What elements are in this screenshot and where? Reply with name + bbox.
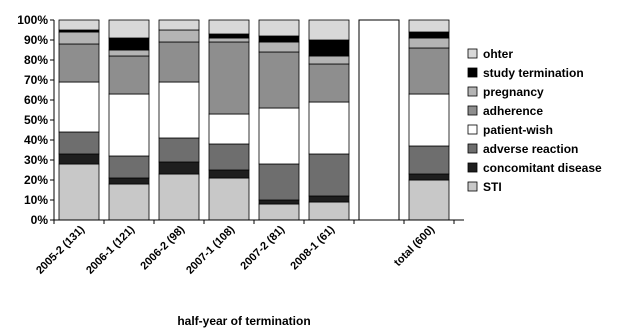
bar-segment-adverse-reaction (308, 153, 350, 197)
empty-bar-slot (358, 19, 400, 221)
x-category-label: 2007-1 (108) (184, 223, 237, 276)
legend-label: STI (483, 180, 502, 194)
legend-swatch (467, 105, 478, 116)
bar-segment-concomitant-disease (158, 161, 200, 175)
bar-segment-pregnancy (58, 31, 100, 45)
bar-segment-pregnancy (408, 37, 450, 49)
bar-segment-adherence (58, 43, 100, 83)
bar-segment-study-termination (308, 39, 350, 57)
y-tick-label: 100% (17, 13, 48, 27)
y-tick-label: 50% (24, 113, 48, 127)
legend-swatch (467, 48, 478, 59)
plot-area (58, 19, 450, 221)
bar-segment-study-termination (408, 31, 450, 39)
bar-segment-patient-wish (258, 107, 300, 165)
bar-segment-ohter (158, 19, 200, 31)
bar-segment-concomitant-disease (258, 199, 300, 205)
y-tick-label: 30% (24, 153, 48, 167)
bar-segment-pregnancy (258, 41, 300, 53)
bar-segment-ohter (408, 19, 450, 33)
bar-segment-sti (408, 179, 450, 221)
bar-segment-sti (308, 201, 350, 221)
bar-segment-adverse-reaction (258, 163, 300, 201)
y-tick-label: 70% (24, 73, 48, 87)
bar-segment-adherence (408, 47, 450, 95)
bar-segment-ohter (308, 19, 350, 41)
x-category-label: 2006-1 (121) (84, 223, 137, 276)
y-tick-label: 90% (24, 33, 48, 47)
bar-segment-study-termination (258, 35, 300, 43)
bar-segment-concomitant-disease (208, 169, 250, 179)
bar-segment-sti (258, 203, 300, 221)
bar-segment-pregnancy (108, 49, 150, 57)
x-category-label: total (600) (392, 223, 437, 268)
bar-segment-ohter (108, 19, 150, 39)
x-category-label: 2008-1 (61) (288, 223, 337, 272)
y-tick-label: 40% (24, 133, 48, 147)
legend-swatch (467, 67, 478, 78)
bar-segment-pregnancy (208, 37, 250, 43)
y-tick-label: 80% (24, 53, 48, 67)
x-category-label: 2005-2 (131) (34, 223, 87, 276)
y-tick-label: 0% (31, 213, 49, 227)
legend-swatch (467, 143, 478, 154)
bar-segment-sti (158, 173, 200, 221)
legend: ohter study termination pregnancy adherence… (467, 47, 602, 194)
bar-segment-patient-wish (308, 101, 350, 155)
bar-segment-adverse-reaction (58, 131, 100, 155)
bar-segment-concomitant-disease (308, 195, 350, 203)
legend-swatch (467, 124, 478, 135)
bar-segment-patient-wish (158, 81, 200, 139)
x-category-label: 2007-2 (81) (238, 223, 287, 272)
legend-label: patient-wish (483, 123, 553, 137)
bar-segment-pregnancy (308, 55, 350, 65)
bar-segment-adherence (108, 55, 150, 95)
bar-segment-patient-wish (58, 81, 100, 133)
bar-segment-adherence (208, 41, 250, 115)
y-tick-label: 10% (24, 193, 48, 207)
bar-segment-ohter (258, 19, 300, 37)
bar-segment-ohter (208, 19, 250, 35)
bar-segment-adherence (158, 41, 200, 83)
legend-label: concomitant disease (483, 161, 602, 175)
legend-label: study termination (483, 66, 584, 80)
y-tick-label: 60% (24, 93, 48, 107)
bar-segment-sti (208, 177, 250, 221)
bar-segment-study-termination (108, 37, 150, 51)
y-tick-label: 20% (24, 173, 48, 187)
bar-segment-adherence (308, 63, 350, 103)
bar-segment-pregnancy (158, 29, 200, 43)
legend-label: ohter (483, 47, 513, 61)
bar-segment-adverse-reaction (408, 145, 450, 175)
y-axis: 0% 10% 20% 30% 40% 50% 60% 70% 80% 90% 100% (17, 13, 55, 227)
x-axis-label: half-year of termination (177, 314, 310, 328)
bar-segment-patient-wish (208, 113, 250, 145)
bar-segment-adverse-reaction (208, 143, 250, 171)
legend-label: adverse reaction (483, 142, 578, 156)
bar-segment-adverse-reaction (158, 137, 200, 163)
bar-segment-concomitant-disease (58, 153, 100, 165)
bar-segment-study-termination (208, 33, 250, 39)
bar-segment-sti (108, 183, 150, 221)
legend-swatch (467, 162, 478, 173)
x-category-label: 2006-2 (98) (138, 223, 187, 272)
bar-segment-ohter (58, 19, 100, 31)
legend-swatch (467, 86, 478, 97)
x-axis: 2005-2 (131)2006-1 (121) 2006-2 (98)2007-… (34, 219, 464, 277)
legend-label: pregnancy (483, 85, 544, 99)
bar-segment-sti (58, 163, 100, 221)
legend-label: adherence (483, 104, 543, 118)
bar-segment-concomitant-disease (408, 173, 450, 181)
bar-segment-patient-wish (408, 93, 450, 147)
bar-segment-patient-wish (108, 93, 150, 157)
bar-segment-adverse-reaction (108, 155, 150, 179)
bar-segment-concomitant-disease (108, 177, 150, 185)
bar-segment-adherence (258, 51, 300, 109)
legend-swatch (467, 181, 478, 192)
